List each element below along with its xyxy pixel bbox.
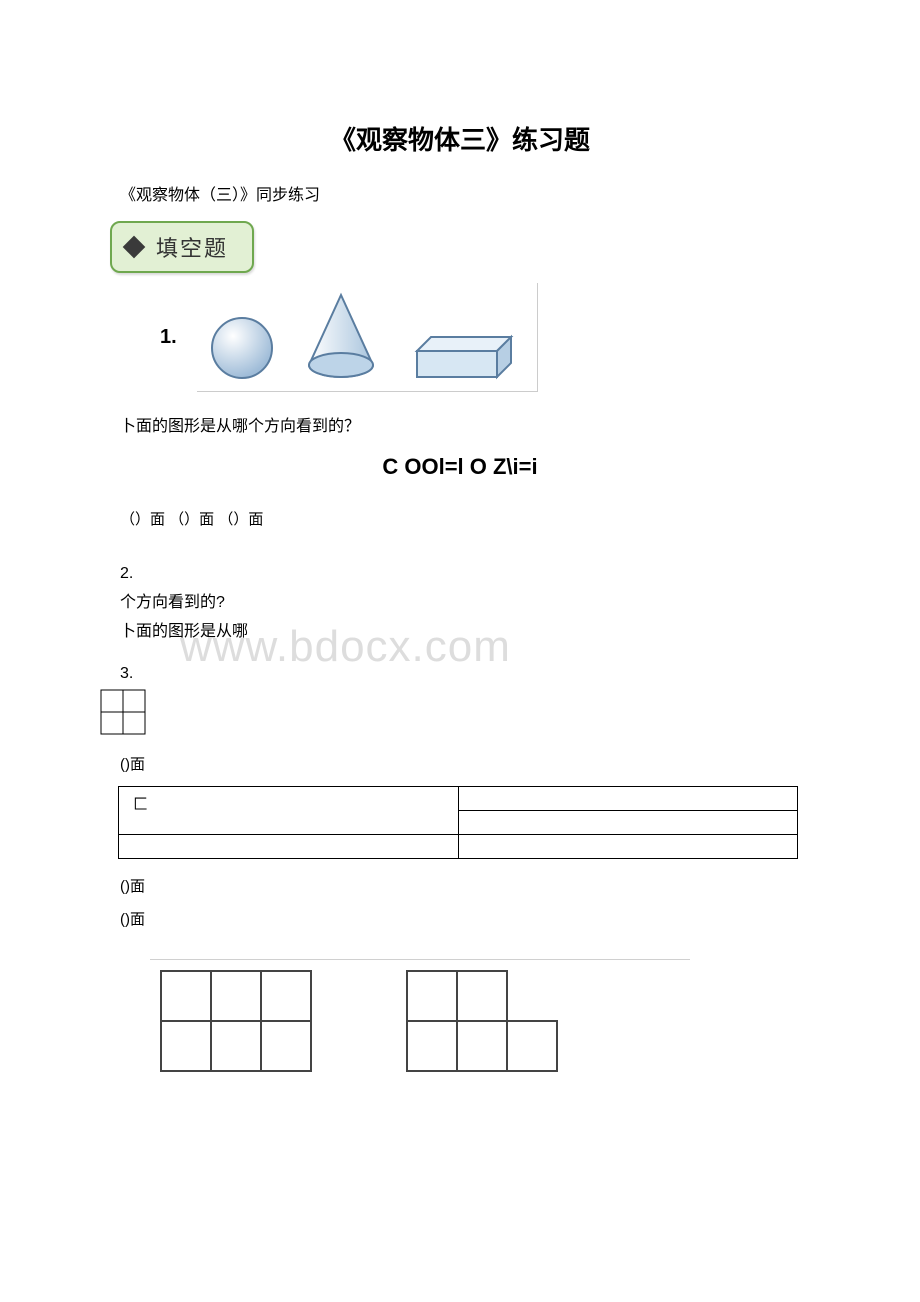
table-cell-r2c2 xyxy=(458,834,798,858)
page-title: 《观察物体三》练习题 xyxy=(100,120,820,157)
table-cell-r1c1: 匚 xyxy=(119,786,459,834)
question-1-prompt: 卜面的图形是从哪个方向看到的？ xyxy=(120,412,820,436)
sphere-icon xyxy=(209,315,275,381)
face-label-3: ()面 xyxy=(120,908,820,929)
table-cell-r1c2 xyxy=(458,786,798,810)
cuboid-icon xyxy=(407,331,517,381)
table-cell-r2c2-upper xyxy=(458,810,798,834)
grid-L-shape xyxy=(404,968,560,1074)
grid-3x2 xyxy=(158,968,314,1074)
question-1-shapes-row: 1. xyxy=(160,283,820,392)
cone-icon xyxy=(301,291,381,381)
question-2: 2. 个方向看到的? 卜面的图形是从哪 xyxy=(120,565,820,647)
small-2x2-grid xyxy=(100,689,820,735)
section-label: 填空题 xyxy=(156,231,228,263)
question-2-number: 2. xyxy=(120,565,820,583)
answer-table: 匚 xyxy=(118,786,798,859)
face-label-1: ()面 xyxy=(120,753,820,774)
diamond-icon xyxy=(123,236,146,259)
section-header: 填空题 xyxy=(110,221,820,273)
face-label-2: ()面 xyxy=(120,875,820,896)
question-2-line2: 卜面的图形是从哪 xyxy=(120,618,820,647)
question-1-blanks: （）面 （）面 （）面 xyxy=(120,508,820,529)
question-1-number: 1. xyxy=(160,326,177,349)
question-2-line1: 个方向看到的? xyxy=(120,589,820,618)
shapes-container xyxy=(197,283,538,392)
table-cell-r2c1 xyxy=(119,834,459,858)
question-1-code: C OOl=l O Z\i=i xyxy=(100,454,820,480)
bottom-grids-row xyxy=(150,959,690,1082)
subtitle: 《观察物体（三）》同步练习 xyxy=(120,181,820,205)
question-3-number: 3. xyxy=(120,665,820,683)
